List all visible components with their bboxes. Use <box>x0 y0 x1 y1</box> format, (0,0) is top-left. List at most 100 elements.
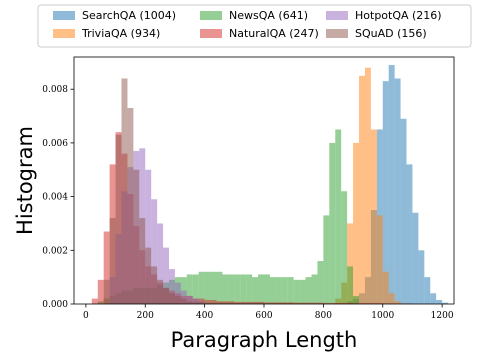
histogram-bar <box>430 293 437 304</box>
histogram-bar <box>204 299 217 304</box>
histogram-bar <box>180 277 187 304</box>
histogram-bar <box>198 271 205 304</box>
histogram-bar <box>163 247 169 304</box>
histogram-bar <box>388 293 395 304</box>
histogram-bar <box>97 279 104 304</box>
histogram-bar <box>109 218 116 304</box>
histogram-bar <box>370 129 377 304</box>
legend-label: SQuAD (156) <box>355 27 427 40</box>
series-squad <box>103 78 324 304</box>
histogram-bar <box>376 215 383 304</box>
histogram-bar <box>275 277 282 304</box>
histogram-bar <box>264 274 270 304</box>
histogram-bar <box>186 274 193 304</box>
histogram-bar <box>323 302 354 304</box>
legend-item-hotpotqa: HotpotQA (216) <box>326 9 442 22</box>
legend-label: TriviaQA (934) <box>81 27 160 40</box>
histogram-bar <box>353 295 359 304</box>
histogram-bar <box>264 303 294 304</box>
histogram-bar <box>157 223 164 304</box>
histogram-bar <box>394 301 401 304</box>
legend-label: NaturalQA (247) <box>229 27 319 40</box>
histogram-bar <box>359 75 365 304</box>
legend-swatch <box>326 29 348 38</box>
histogram-bar <box>246 274 253 304</box>
histogram-bar <box>258 274 264 304</box>
histogram-bar <box>204 302 235 304</box>
legend-item-searchqa: SearchQA (1004) <box>53 9 176 22</box>
histogram-bar <box>412 212 419 304</box>
y-tick-label: 0.002 <box>42 246 68 256</box>
legend-swatch <box>200 29 222 38</box>
histogram-bar <box>192 298 199 304</box>
legend-label: NewsQA (641) <box>229 9 308 22</box>
legend-item-squad: SQuAD (156) <box>326 27 427 40</box>
histogram-bar <box>382 81 389 304</box>
histogram-bar <box>151 266 158 304</box>
histogram-bar <box>335 129 342 304</box>
histogram-bar <box>364 67 371 305</box>
histogram-bar <box>341 191 348 304</box>
y-tick-label: 0.004 <box>42 193 68 203</box>
histogram-bar <box>169 293 175 304</box>
legend-label: HotpotQA (216) <box>355 9 442 22</box>
histogram-bar <box>394 78 401 304</box>
histogram-bar <box>293 279 300 304</box>
y-tick-label: 0.006 <box>42 139 68 149</box>
histogram-bar <box>228 274 235 304</box>
histogram-bar <box>216 271 223 304</box>
histogram-bar <box>281 277 288 304</box>
histogram-bar <box>192 301 205 304</box>
histogram-bar <box>240 274 247 304</box>
histogram-bar <box>406 164 413 304</box>
histogram-bar <box>192 274 199 304</box>
histogram-bar <box>151 199 158 304</box>
histogram-bar <box>174 295 181 304</box>
histogram-bar <box>418 250 425 304</box>
y-tick-label: 0.008 <box>42 85 68 95</box>
legend-swatch <box>326 11 348 20</box>
histogram-bar <box>424 277 431 304</box>
histogram-bar <box>353 303 383 304</box>
bars-layer <box>91 65 449 305</box>
histogram-bar <box>305 277 312 304</box>
histogram-bar <box>400 118 407 304</box>
histogram-bar <box>293 302 324 304</box>
histogram-bar <box>204 271 211 304</box>
histogram-bar <box>163 287 169 304</box>
legend-label: SearchQA (1004) <box>82 9 176 22</box>
histogram-bar <box>347 223 354 304</box>
histogram-bar <box>388 65 395 304</box>
x-tick-label: 1200 <box>431 311 454 321</box>
histogram-bar <box>198 298 205 304</box>
histogram-bar <box>287 277 294 304</box>
histogram-bar <box>186 301 193 304</box>
histogram-bar <box>382 271 389 304</box>
histogram-bar <box>186 295 193 304</box>
histogram-bar <box>139 218 146 304</box>
histogram-bar <box>145 247 152 304</box>
histogram-bar <box>121 78 128 304</box>
x-tick-label: 0 <box>83 311 89 321</box>
histogram-bar <box>127 108 134 304</box>
x-tick-label: 400 <box>196 311 213 321</box>
x-axis-label: Paragraph Length <box>171 328 358 352</box>
x-tick-label: 1000 <box>371 311 394 321</box>
histogram-bar <box>317 261 324 304</box>
histogram-bar <box>311 274 318 304</box>
legend-swatch <box>53 11 75 20</box>
histogram-bar <box>222 274 229 304</box>
x-tick-label: 800 <box>315 311 332 321</box>
legend-swatch <box>53 29 75 38</box>
histogram-bar <box>145 169 152 304</box>
histogram-bar <box>329 142 336 304</box>
histogram-bar <box>323 215 330 304</box>
histogram-bar <box>115 134 122 304</box>
histogram-bar <box>234 274 241 304</box>
histogram-bar <box>180 298 187 304</box>
axes: 0 200 400 600 800 1000 1200 0.000 0.002 0.004 0.00… <box>42 85 454 321</box>
histogram-bar <box>269 277 276 304</box>
histogram-bar <box>103 279 110 304</box>
histogram-bar <box>252 277 259 304</box>
